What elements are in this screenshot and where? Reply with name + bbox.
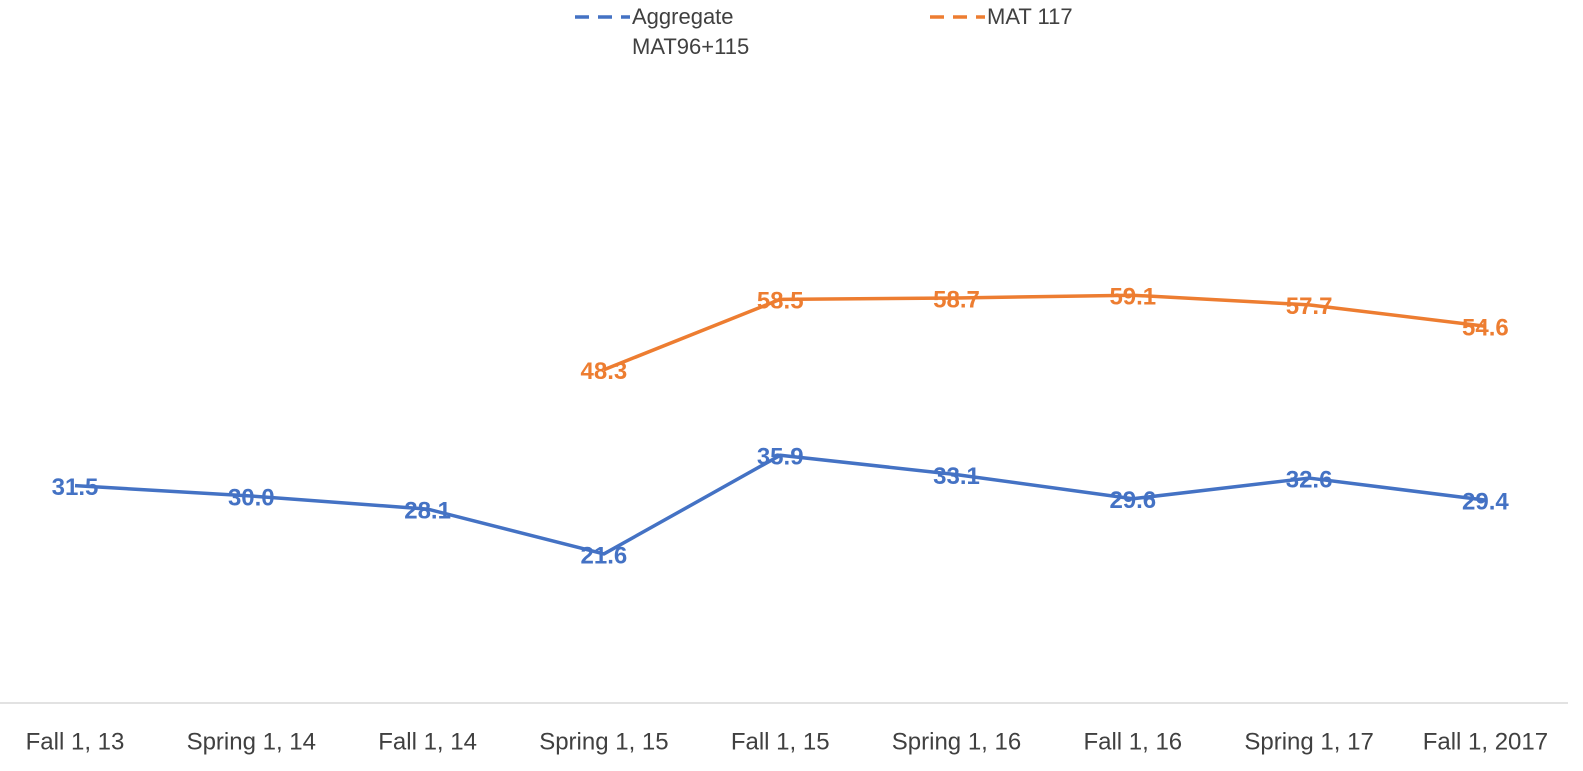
data-label: 58.7 bbox=[933, 286, 980, 313]
data-label: 30.0 bbox=[228, 484, 275, 511]
x-tick-label: Fall 1, 2017 bbox=[1423, 728, 1548, 755]
data-label: 29.4 bbox=[1462, 488, 1509, 515]
x-tick-label: Spring 1, 17 bbox=[1244, 728, 1373, 755]
data-label: 32.6 bbox=[1286, 466, 1333, 493]
x-tick-label: Fall 1, 15 bbox=[731, 728, 830, 755]
x-tick-label: Spring 1, 16 bbox=[892, 728, 1021, 755]
data-label: 57.7 bbox=[1286, 293, 1333, 320]
data-label: 59.1 bbox=[1109, 284, 1156, 311]
x-tick-label: Fall 1, 13 bbox=[26, 728, 125, 755]
data-label: 28.1 bbox=[404, 497, 451, 524]
series-line bbox=[603, 293, 1486, 372]
x-tick-label: Fall 1, 16 bbox=[1083, 728, 1182, 755]
data-label: 21.6 bbox=[581, 542, 628, 569]
data-label: 58.5 bbox=[757, 288, 804, 315]
x-tick-label: Spring 1, 15 bbox=[539, 728, 668, 755]
data-label: 54.6 bbox=[1462, 315, 1509, 342]
data-label: 33.1 bbox=[933, 463, 980, 490]
data-label: 29.6 bbox=[1109, 487, 1156, 514]
legend-label: MAT 117 bbox=[987, 4, 1073, 29]
legend-label: Aggregate MAT96+115 bbox=[632, 4, 750, 59]
x-tick-label: Fall 1, 14 bbox=[378, 728, 477, 755]
x-tick-label: Spring 1, 14 bbox=[187, 728, 316, 755]
series-line bbox=[74, 453, 1486, 556]
data-label: 48.3 bbox=[581, 358, 628, 385]
data-label: 35.9 bbox=[757, 444, 804, 471]
data-label: 31.5 bbox=[52, 474, 99, 501]
